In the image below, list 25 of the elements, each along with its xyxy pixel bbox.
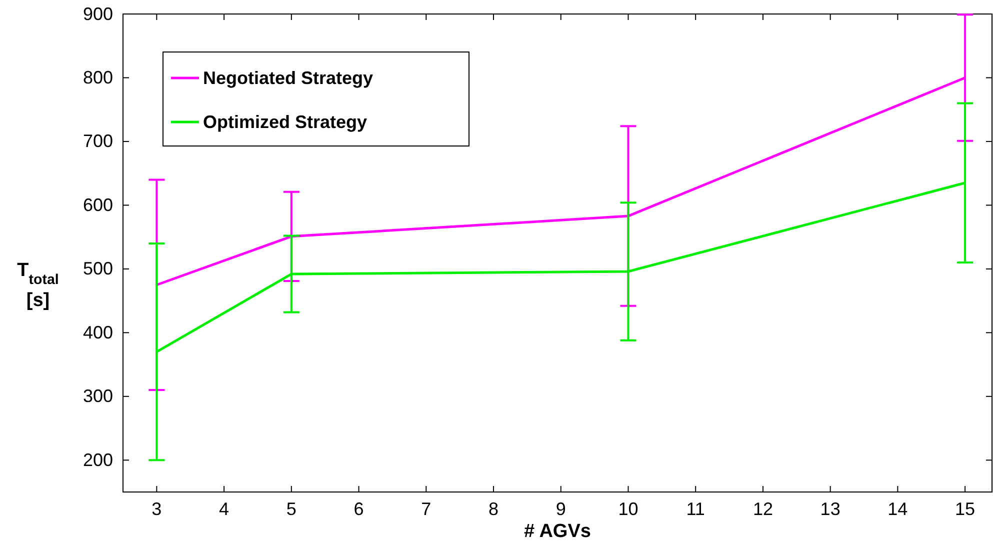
y-tick-label: 800 — [82, 67, 113, 88]
y-tick-label: 600 — [82, 194, 113, 215]
x-tick-label: 9 — [556, 498, 566, 519]
x-tick-label: 14 — [888, 498, 908, 519]
legend-label: Optimized Strategy — [203, 112, 368, 132]
x-tick-label: 7 — [421, 498, 432, 519]
x-axis-title: # AGVs — [524, 521, 591, 542]
x-tick-label: 15 — [955, 498, 976, 519]
y-tick-label: 200 — [82, 450, 113, 470]
y-tick-label: 700 — [82, 131, 113, 152]
y-tick-label: 300 — [82, 386, 113, 406]
x-tick-label: 3 — [152, 498, 162, 519]
y-tick-label: 900 — [82, 4, 113, 24]
legend-label: Negotiated Strategy — [203, 68, 374, 88]
y-tick-label: 500 — [82, 258, 113, 279]
x-tick-label: 8 — [488, 498, 499, 519]
y-axis-title: T$_{total}$ [s] — [17, 260, 59, 311]
x-tick-label: 6 — [354, 498, 364, 519]
x-tick-label: 10 — [618, 498, 638, 519]
x-tick-label: 5 — [286, 498, 296, 519]
x-tick-label: 4 — [219, 498, 230, 519]
x-tick-label: 12 — [752, 498, 773, 519]
x-tick-label: 13 — [820, 498, 840, 519]
y-tick-label: 400 — [82, 322, 113, 342]
x-tick-label: 11 — [686, 498, 705, 519]
